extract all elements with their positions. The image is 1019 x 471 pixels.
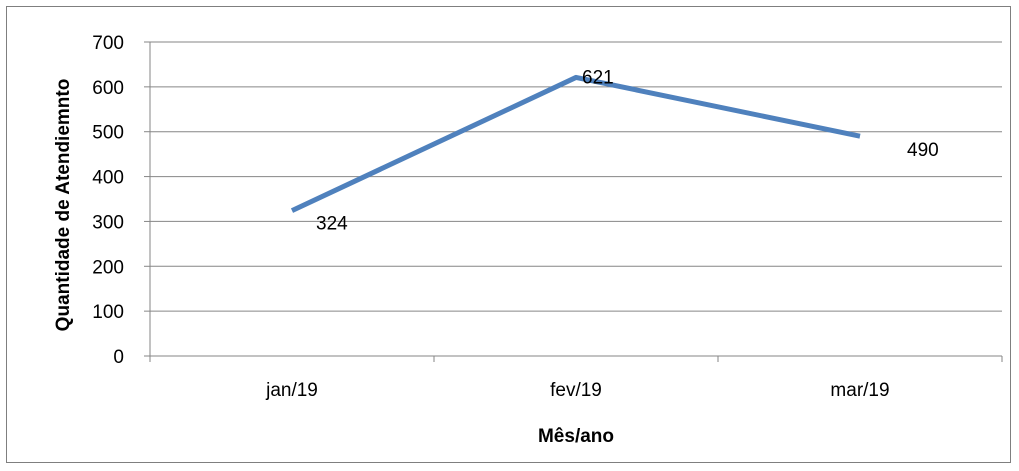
gridlines [144,41,1002,357]
y-tick-label: 300 [92,212,124,233]
axes [149,42,1003,362]
data-label: 621 [582,67,614,88]
y-tick-label: 200 [92,257,124,278]
y-tick-label: 500 [92,123,124,144]
y-tick-label: 600 [92,78,124,99]
y-tick-label: 400 [92,168,124,189]
chart-frame [6,6,1011,463]
series-group [290,74,861,213]
y-tick-label: 700 [92,33,124,54]
y-tick-labels: 0 100 200 300 400 500 600 700 [92,33,124,368]
x-tick-label: mar/19 [830,380,889,401]
y-axis-title: Quantidade de Atendiemnto [53,79,74,332]
x-tick-label: fev/19 [550,380,602,401]
x-tick-labels: jan/19 fev/19 mar/19 [265,380,889,401]
y-tick-label: 0 [113,347,124,368]
series-line [290,74,861,213]
data-label: 324 [316,214,348,235]
y-tick-label: 100 [92,302,124,323]
data-labels: 324 621 490 [316,67,939,234]
x-tick-label: jan/19 [265,380,318,401]
data-label: 490 [907,140,939,161]
x-axis-title: Mês/ano [538,426,614,447]
